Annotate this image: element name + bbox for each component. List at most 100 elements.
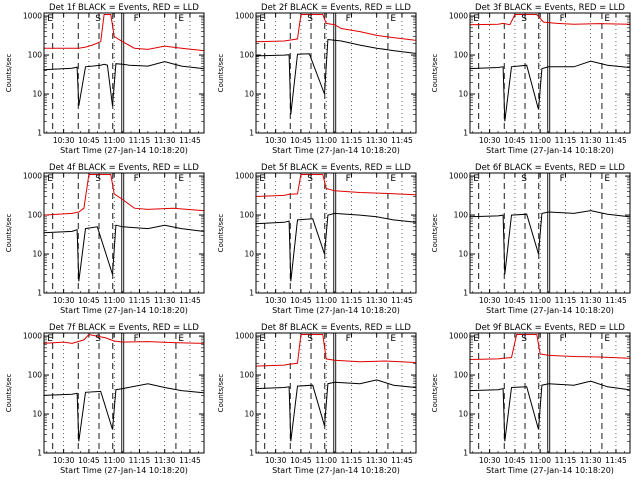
x-axis-label: Start Time (27-Jan-14 10:18:20): [486, 146, 614, 155]
y-tick-label: 10: [244, 250, 254, 259]
y-tick-label: 100: [28, 371, 43, 380]
series-line-lld: [255, 334, 416, 367]
segment-annotation: S: [95, 334, 101, 344]
x-tick-label: 10:45: [504, 136, 526, 145]
x-tick-label: 10:45: [290, 136, 312, 145]
segment-annotation: E: [604, 174, 610, 184]
segment-annotation: E: [604, 334, 610, 344]
y-axis-label: Counts/sec: [217, 54, 225, 93]
x-tick-label: 11:15: [341, 456, 363, 465]
segment-annotation: E: [259, 14, 265, 24]
segment-annotation: E: [259, 334, 265, 344]
series-line-lld: [43, 333, 204, 344]
x-tick-label: 10:30: [53, 296, 75, 305]
x-tick-label: 11:15: [129, 456, 151, 465]
series-line-events: [255, 212, 416, 282]
series-line-events: [469, 380, 630, 442]
chart-title: Det 6f BLACK = Events, RED = LLD: [475, 163, 625, 173]
x-tick-label: 11:45: [179, 296, 201, 305]
y-tick-label: 10: [244, 90, 254, 99]
y-tick-label: 1000: [449, 332, 468, 341]
y-tick-label: 1000: [235, 332, 254, 341]
segment-annotation: E: [604, 14, 610, 24]
x-tick-label: 11:45: [391, 136, 413, 145]
x-tick-label: 10:45: [78, 136, 100, 145]
x-tick-label: 11:30: [580, 136, 602, 145]
y-tick-label: 1: [37, 129, 42, 138]
x-tick-label: 11:30: [366, 456, 388, 465]
plot-frame: [255, 12, 417, 134]
y-tick-label: 100: [454, 51, 469, 60]
y-tick-label: 10: [32, 90, 42, 99]
x-tick-label: 11:00: [315, 136, 337, 145]
y-axis-label: Counts/sec: [217, 374, 225, 413]
segment-annotation: F: [346, 334, 351, 344]
segment-annotation: E: [390, 334, 396, 344]
series-line-events: [469, 60, 630, 122]
segment-annotation: F: [134, 14, 139, 24]
chart-panel-1: Det 1f BLACK = Events, RED = LLD Counts/s…: [5, 3, 205, 155]
segment-annotation: S: [307, 174, 313, 184]
y-tick-label: 1000: [449, 172, 468, 181]
x-tick-label: 10:45: [504, 456, 526, 465]
x-tick-label: 10:45: [504, 296, 526, 305]
segment-annotation: E: [178, 334, 184, 344]
x-tick-label: 11:30: [580, 296, 602, 305]
chart-panel-7: Det 7f BLACK = Events, RED = LLD Counts/s…: [5, 323, 205, 475]
segment-annotation: E: [390, 174, 396, 184]
x-tick-label: 11:45: [605, 456, 627, 465]
y-axis-label: Counts/sec: [431, 374, 439, 413]
segment-annotation: E: [473, 174, 479, 184]
x-tick-label: 11:30: [580, 456, 602, 465]
segment-annotation: F: [560, 334, 565, 344]
segment-annotation: S: [95, 14, 101, 24]
series-line-lld: [43, 14, 204, 52]
x-tick-label: 11:45: [605, 136, 627, 145]
y-tick-label: 10: [458, 410, 468, 419]
x-tick-label: 11:15: [341, 136, 363, 145]
y-tick-label: 1: [249, 289, 254, 298]
chart-panel-9: Det 9f BLACK = Events, RED = LLD Counts/s…: [431, 323, 631, 475]
x-tick-label: 11:15: [341, 296, 363, 305]
series-line-lld: [255, 174, 416, 197]
chart-title: Det 3f BLACK = Events, RED = LLD: [475, 3, 625, 13]
x-tick-label: 11:15: [555, 456, 577, 465]
segment-annotation: E: [178, 174, 184, 184]
y-tick-label: 100: [454, 371, 469, 380]
y-tick-label: 100: [240, 51, 255, 60]
y-tick-label: 10: [458, 90, 468, 99]
y-tick-label: 1000: [23, 172, 42, 181]
y-tick-label: 10: [32, 410, 42, 419]
series-line-events: [255, 379, 416, 442]
plot-frame: [255, 332, 417, 454]
x-tick-label: 11:45: [179, 136, 201, 145]
x-axis-label: Start Time (27-Jan-14 10:18:20): [60, 306, 188, 315]
y-tick-label: 1000: [23, 332, 42, 341]
y-tick-label: 10: [458, 250, 468, 259]
x-tick-label: 11:45: [391, 456, 413, 465]
segment-annotation: S: [521, 14, 527, 24]
x-axis-label: Start Time (27-Jan-14 10:18:20): [272, 146, 400, 155]
segment-annotation: F: [560, 14, 565, 24]
x-tick-label: 10:30: [479, 136, 501, 145]
x-tick-label: 11:00: [529, 296, 551, 305]
x-tick-label: 11:30: [366, 296, 388, 305]
y-axis-label: Counts/sec: [431, 214, 439, 253]
x-tick-label: 10:30: [265, 296, 287, 305]
segment-annotation: S: [307, 334, 313, 344]
segment-annotation: F: [346, 174, 351, 184]
x-tick-label: 11:30: [154, 456, 176, 465]
chart-title: Det 7f BLACK = Events, RED = LLD: [49, 323, 199, 333]
x-tick-label: 11:30: [154, 296, 176, 305]
x-axis-label: Start Time (27-Jan-14 10:18:20): [60, 146, 188, 155]
plot-frame: [43, 332, 205, 454]
y-tick-label: 1: [37, 449, 42, 458]
series-line-lld: [255, 14, 416, 43]
y-tick-label: 1: [249, 449, 254, 458]
y-tick-label: 1: [463, 129, 468, 138]
segment-annotation: S: [521, 334, 527, 344]
series-line-events: [255, 38, 416, 115]
x-tick-label: 11:15: [555, 136, 577, 145]
series-line-events: [43, 224, 204, 282]
